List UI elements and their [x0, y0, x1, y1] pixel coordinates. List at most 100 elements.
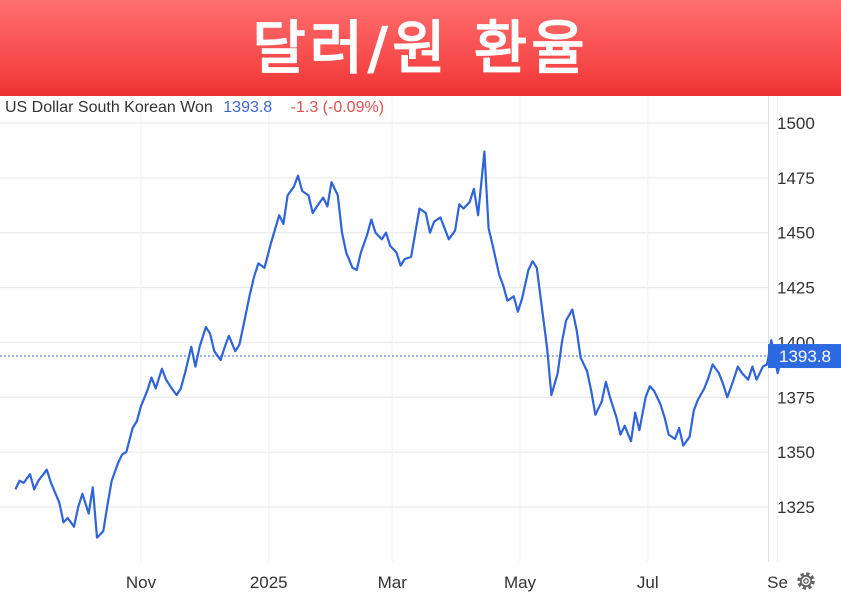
data-point: [194, 365, 197, 368]
data-point: [776, 372, 779, 375]
data-point: [535, 266, 538, 269]
y-tick-label: 1425: [777, 279, 815, 298]
data-point: [351, 266, 354, 269]
data-point: [761, 365, 764, 368]
data-point: [286, 194, 289, 197]
y-tick-label: 1325: [777, 498, 815, 517]
data-point: [165, 378, 168, 381]
data-point: [248, 293, 251, 296]
data-point: [91, 486, 94, 489]
data-point: [18, 479, 21, 482]
data-point: [483, 150, 486, 153]
data-point: [609, 396, 612, 399]
data-point: [345, 251, 348, 254]
data-point: [198, 345, 201, 348]
data-point: [146, 389, 149, 392]
data-point: [96, 536, 99, 539]
data-point: [770, 339, 773, 342]
data-point: [282, 222, 285, 225]
gear-icon[interactable]: [797, 572, 815, 590]
data-point: [556, 372, 559, 375]
data-point: [604, 380, 607, 383]
data-point: [81, 492, 84, 495]
data-point: [125, 451, 128, 454]
data-point: [117, 462, 120, 465]
x-tick-label: Nov: [126, 573, 157, 592]
x-tick-label: 2025: [250, 573, 288, 592]
data-point: [682, 444, 685, 447]
data-point: [223, 345, 226, 348]
data-point: [315, 205, 318, 208]
data-point: [418, 207, 421, 210]
data-point: [77, 506, 80, 509]
data-point: [385, 231, 388, 234]
data-point: [550, 394, 553, 397]
last-price-tag: 1393.8: [768, 344, 841, 369]
data-point: [150, 376, 153, 379]
data-point: [219, 359, 222, 362]
data-point: [242, 323, 245, 326]
data-point: [403, 258, 406, 261]
data-point: [736, 365, 739, 368]
data-point: [600, 400, 603, 403]
x-tick-label: Mar: [378, 573, 408, 592]
data-point: [667, 433, 670, 436]
data-point: [169, 385, 172, 388]
data-point: [209, 332, 212, 335]
data-point: [644, 396, 647, 399]
data-point: [697, 398, 700, 401]
data-point: [487, 227, 490, 230]
data-point: [717, 372, 720, 375]
data-point: [615, 416, 618, 419]
data-point: [234, 350, 237, 353]
data-point: [131, 427, 134, 430]
data-point: [29, 473, 32, 476]
data-point: [531, 260, 534, 263]
data-point: [521, 297, 524, 300]
data-point: [663, 416, 666, 419]
data-point: [160, 367, 163, 370]
data-point: [454, 229, 457, 232]
data-point: [227, 334, 230, 337]
data-point: [433, 220, 436, 223]
data-point: [73, 525, 76, 528]
data-point: [253, 275, 256, 278]
data-point: [355, 269, 358, 272]
data-point: [336, 194, 339, 197]
data-point: [179, 387, 182, 390]
data-point: [204, 326, 207, 329]
legend-last-value: 1393.8: [223, 99, 272, 116]
legend: US Dollar South Korean Won 1393.8 -1.3 (…: [5, 99, 384, 116]
data-point: [527, 269, 530, 272]
data-point: [579, 356, 582, 359]
data-point: [630, 440, 633, 443]
data-point: [278, 214, 281, 217]
data-point: [638, 429, 641, 432]
data-point: [37, 479, 40, 482]
data-point: [154, 387, 157, 390]
data-point: [102, 530, 105, 533]
data-point: [410, 255, 413, 258]
legend-series-name: US Dollar South Korean Won: [5, 99, 213, 116]
data-point: [370, 218, 373, 221]
data-point: [542, 315, 545, 318]
grid-lines: [0, 96, 779, 562]
data-point: [341, 231, 344, 234]
last-price-tag-background: [768, 344, 841, 369]
data-point: [269, 242, 272, 245]
data-point: [732, 378, 735, 381]
data-point: [389, 244, 392, 247]
data-point: [502, 284, 505, 287]
data-point: [66, 517, 69, 520]
data-point: [311, 212, 314, 215]
data-point: [659, 402, 662, 405]
data-point: [399, 264, 402, 267]
data-point: [688, 435, 691, 438]
data-point: [359, 251, 362, 254]
data-point: [366, 233, 369, 236]
data-point: [586, 370, 589, 373]
data-point: [443, 227, 446, 230]
data-point: [472, 187, 475, 190]
banner-title: 달러/원 환율: [252, 14, 589, 82]
